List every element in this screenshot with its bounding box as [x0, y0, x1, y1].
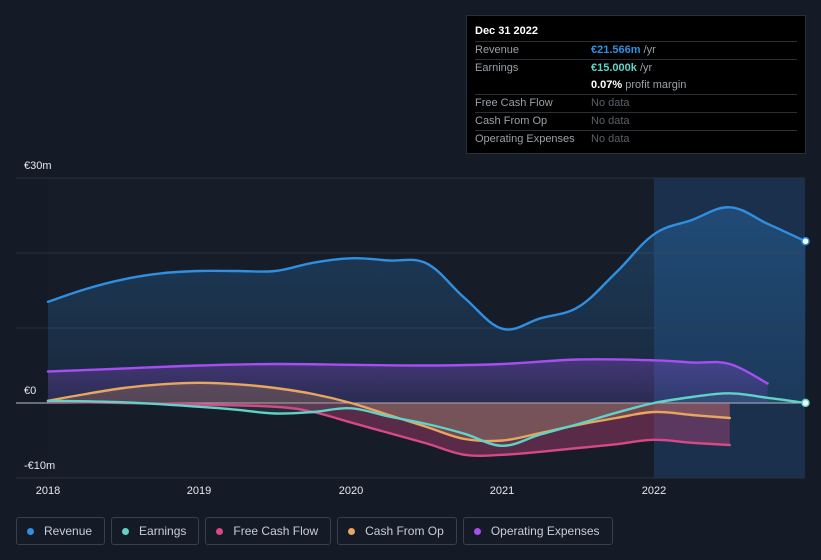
legend-label: Earnings	[139, 524, 187, 538]
tooltip-nodata: No data	[591, 115, 630, 127]
legend-label: Operating Expenses	[490, 524, 600, 538]
tooltip-row-cfo: Cash From Op No data	[475, 113, 797, 131]
x-tick-label-2020: 2020	[338, 485, 364, 497]
tooltip-row-opex: Operating Expenses No data	[475, 131, 797, 148]
legend-dot-icon	[348, 527, 356, 535]
tooltip-label: Free Cash Flow	[475, 97, 553, 109]
area-cash-from-op	[48, 382, 730, 442]
line-revenue	[46, 206, 807, 331]
tooltip-label: Cash From Op	[475, 115, 548, 127]
legend-item-operating-expenses[interactable]: Operating Expenses	[462, 517, 613, 545]
y-tick-label-zero: €0	[24, 385, 37, 397]
tooltip-unit: /yr	[640, 44, 656, 56]
legend-dot-icon	[27, 527, 34, 535]
x-tick-label-2019: 2019	[186, 485, 212, 497]
tooltip-label: Revenue	[475, 44, 520, 56]
legend-label: Free Cash Flow	[233, 524, 319, 538]
area-operating-expenses	[48, 359, 768, 403]
tooltip-unit: /yr	[636, 62, 653, 74]
marker-earnings	[801, 398, 810, 408]
line-earnings	[46, 392, 807, 448]
legend-item-cash-from-op[interactable]: Cash From Op	[337, 517, 457, 545]
tooltip-unit: profit margin	[622, 79, 687, 91]
legend-item-earnings[interactable]: Earnings	[111, 517, 200, 545]
data-tooltip: Dec 31 2022 Revenue €21.566m /yr Earning…	[466, 15, 806, 154]
x-tick-label-2022: 2022	[641, 485, 667, 497]
tooltip-date: Dec 31 2022	[475, 24, 797, 42]
tooltip-label	[475, 77, 591, 94]
y-tick-label-top: €30m	[24, 160, 52, 172]
tooltip-row-fcf: Free Cash Flow No data	[475, 95, 797, 113]
tooltip-nodata: No data	[591, 97, 630, 109]
tooltip-value: €21.566m	[591, 44, 641, 56]
legend-label: Cash From Op	[365, 524, 444, 538]
x-tick-label-2018: 2018	[35, 485, 61, 497]
legend-item-free-cash-flow[interactable]: Free Cash Flow	[205, 517, 332, 545]
legend-item-revenue[interactable]: Revenue	[16, 517, 106, 545]
tooltip-nodata: No data	[591, 133, 630, 145]
marker-revenue	[801, 237, 810, 246]
tooltip-label: Operating Expenses	[475, 133, 575, 145]
area-free-cash-flow	[48, 401, 730, 456]
tooltip-value: €15.000k	[591, 62, 637, 74]
legend-dot-icon	[216, 527, 224, 535]
legend-label: Revenue	[44, 524, 93, 538]
tooltip-value: 0.07%	[591, 79, 623, 91]
line-operating-expenses	[46, 358, 769, 385]
tooltip-row-revenue: Revenue €21.566m /yr	[475, 42, 797, 60]
legend-dot-icon	[473, 527, 481, 535]
area-revenue	[48, 207, 806, 403]
legend-dot-icon	[122, 527, 130, 535]
x-tick-label-2021: 2021	[489, 485, 515, 497]
line-free-cash-flow	[46, 400, 731, 458]
y-tick-label-bottom: -€10m	[24, 460, 56, 472]
chart-legend: Revenue Earnings Free Cash Flow Cash Fro…	[16, 517, 613, 545]
tooltip-row-margin: 0.07% profit margin	[475, 77, 797, 95]
tooltip-row-earnings: Earnings €15.000k /yr	[475, 60, 797, 77]
tooltip-label: Earnings	[475, 62, 519, 74]
line-cash-from-op	[46, 381, 731, 443]
